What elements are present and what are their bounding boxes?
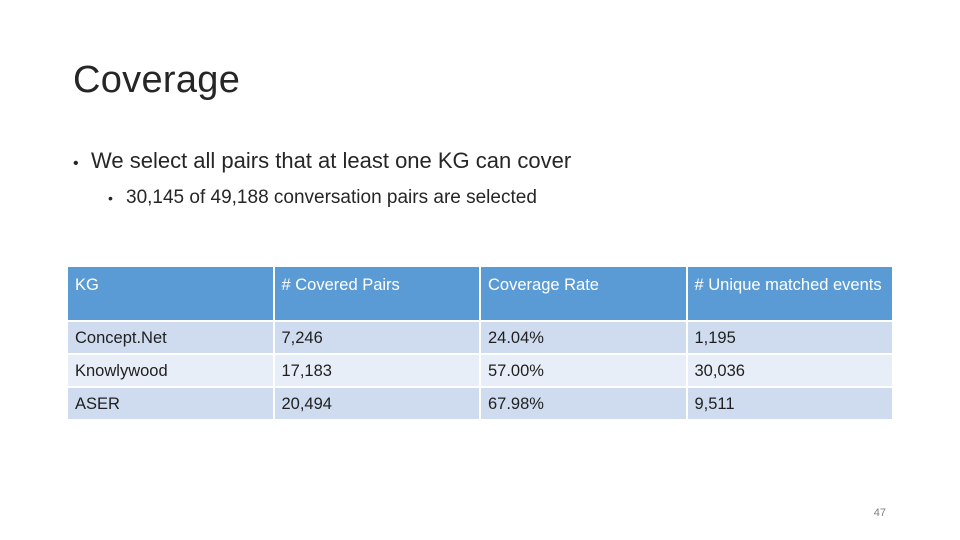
- table-cell-unique-events: 1,195: [685, 320, 894, 355]
- table-cell-unique-events: 30,036: [685, 353, 894, 388]
- bullet-list: • We select all pairs that at least one …: [73, 146, 571, 211]
- table-header-row: KG # Covered Pairs Coverage Rate # Uniqu…: [66, 265, 894, 322]
- bullet-dot-icon: •: [108, 190, 113, 206]
- table-cell-kg: Knowlywood: [66, 353, 275, 388]
- bullet-text: 30,145 of 49,188 conversation pairs are …: [126, 187, 537, 208]
- page-number: 47: [873, 507, 886, 519]
- table-header: KG # Covered Pairs Coverage Rate # Uniqu…: [66, 265, 894, 322]
- bullet-item-level1: • We select all pairs that at least one …: [73, 146, 571, 179]
- bullet-text: We select all pairs that at least one KG…: [91, 148, 572, 173]
- table-cell-coverage-rate: 24.04%: [479, 320, 688, 355]
- slide-title: Coverage: [73, 59, 241, 101]
- bullet-item-level2: • 30,145 of 49,188 conversation pairs ar…: [108, 185, 571, 211]
- column-header-unique-events: # Unique matched events: [685, 265, 894, 322]
- column-header-coverage-rate: Coverage Rate: [479, 265, 688, 322]
- table-cell-covered-pairs: 7,246: [272, 320, 481, 355]
- bullet-dot-icon: •: [73, 155, 79, 172]
- table-cell-unique-events: 9,511: [685, 386, 894, 421]
- table-row: Concept.Net 7,246 24.04% 1,195: [66, 320, 894, 355]
- table-cell-kg: ASER: [66, 386, 275, 421]
- table-cell-kg: Concept.Net: [66, 320, 275, 355]
- table-cell-coverage-rate: 67.98%: [479, 386, 688, 421]
- table-cell-coverage-rate: 57.00%: [479, 353, 688, 388]
- table-cell-covered-pairs: 20,494: [272, 386, 481, 421]
- table-body: Concept.Net 7,246 24.04% 1,195 Knowlywoo…: [66, 320, 894, 421]
- table-row: ASER 20,494 67.98% 9,511: [66, 386, 894, 421]
- table-row: Knowlywood 17,183 57.00% 30,036: [66, 353, 894, 388]
- column-header-kg: KG: [66, 265, 275, 322]
- table-cell-covered-pairs: 17,183: [272, 353, 481, 388]
- coverage-table: KG # Covered Pairs Coverage Rate # Uniqu…: [66, 265, 894, 421]
- column-header-covered-pairs: # Covered Pairs: [272, 265, 481, 322]
